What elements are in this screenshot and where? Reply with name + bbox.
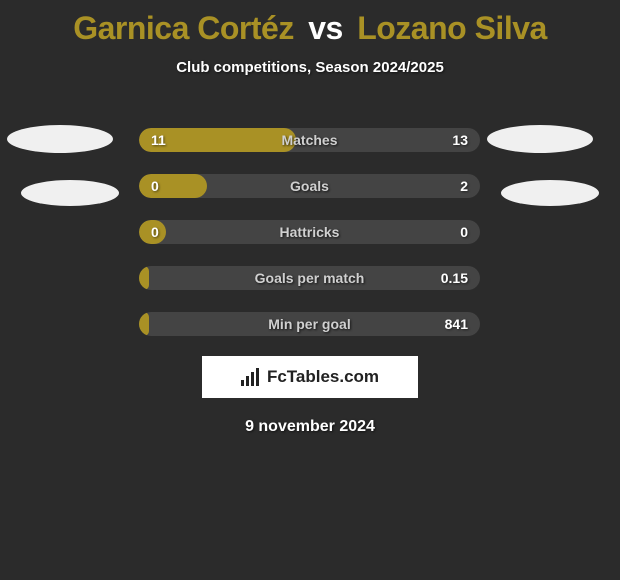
subtitle: Club competitions, Season 2024/2025: [0, 59, 620, 76]
stat-left-value: 0: [151, 220, 159, 244]
stats-chart: Matches1113Goals02Hattricks00Goals per m…: [0, 116, 620, 336]
stat-label: Goals: [139, 174, 480, 198]
logo-text: FcTables.com: [241, 367, 379, 387]
avatar-placeholder-right-2: [501, 180, 599, 206]
stat-right-value: 841: [445, 312, 468, 336]
source-logo: FcTables.com: [202, 356, 418, 398]
comparison-title: Garnica Cortéz vs Lozano Silva: [0, 0, 620, 47]
stat-label: Goals per match: [139, 266, 480, 290]
stat-row: Goals0 2: [139, 174, 480, 198]
stat-label: Min per goal: [139, 312, 480, 336]
stat-right-value: 0: [460, 220, 468, 244]
stat-left-value: 11: [151, 128, 166, 152]
stat-right-value: 0.15: [441, 266, 468, 290]
avatar-placeholder-right-1: [487, 125, 593, 153]
stat-row: Matches11 13: [139, 128, 480, 152]
stat-row: Goals per match0.15: [139, 266, 480, 290]
avatar-placeholder-left-1: [7, 125, 113, 153]
avatar-placeholder-left-2: [21, 180, 119, 206]
vs-text: vs: [308, 10, 343, 46]
stat-row: Min per goal841: [139, 312, 480, 336]
player1-name: Garnica Cortéz: [73, 10, 294, 46]
player2-name: Lozano Silva: [357, 10, 547, 46]
stat-right-value: 13: [452, 128, 468, 152]
date-label: 9 november 2024: [0, 418, 620, 436]
stat-left-value: 0: [151, 174, 159, 198]
stat-row: Hattricks0 0: [139, 220, 480, 244]
stat-label: Hattricks: [139, 220, 480, 244]
bars-icon: [241, 368, 263, 386]
logo-label: FcTables.com: [267, 367, 379, 387]
stat-label: Matches: [139, 128, 480, 152]
stat-right-value: 2: [460, 174, 468, 198]
